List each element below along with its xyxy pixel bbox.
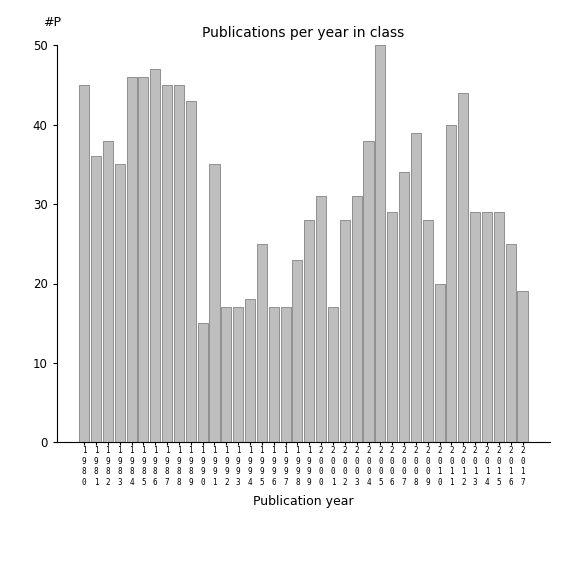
Bar bbox=[363, 141, 374, 442]
Bar bbox=[150, 69, 160, 442]
Bar bbox=[269, 307, 279, 442]
Bar bbox=[423, 220, 433, 442]
Bar bbox=[304, 220, 314, 442]
Title: Publications per year in class: Publications per year in class bbox=[202, 26, 404, 40]
Bar bbox=[518, 291, 527, 442]
Bar bbox=[103, 141, 113, 442]
Bar bbox=[316, 196, 326, 442]
Bar bbox=[411, 133, 421, 442]
Bar bbox=[458, 93, 468, 442]
Bar bbox=[482, 212, 492, 442]
Bar bbox=[340, 220, 350, 442]
Bar bbox=[328, 307, 338, 442]
Bar bbox=[293, 260, 302, 442]
Bar bbox=[221, 307, 231, 442]
Bar bbox=[186, 101, 196, 442]
Bar bbox=[494, 212, 504, 442]
Bar bbox=[446, 125, 456, 442]
Text: #P: #P bbox=[43, 16, 61, 29]
Bar bbox=[233, 307, 243, 442]
Bar bbox=[434, 284, 445, 442]
Bar bbox=[162, 85, 172, 442]
Bar bbox=[79, 85, 89, 442]
Bar bbox=[91, 156, 101, 442]
Bar bbox=[257, 244, 267, 442]
Bar bbox=[115, 164, 125, 442]
Bar bbox=[126, 77, 137, 442]
Bar bbox=[209, 164, 219, 442]
X-axis label: Publication year: Publication year bbox=[253, 495, 354, 508]
Bar bbox=[375, 45, 386, 442]
Bar bbox=[138, 77, 149, 442]
Bar bbox=[352, 196, 362, 442]
Bar bbox=[506, 244, 516, 442]
Bar bbox=[387, 212, 397, 442]
Bar bbox=[245, 299, 255, 442]
Bar bbox=[399, 172, 409, 442]
Bar bbox=[198, 323, 208, 442]
Bar bbox=[174, 85, 184, 442]
Bar bbox=[281, 307, 291, 442]
Bar bbox=[470, 212, 480, 442]
